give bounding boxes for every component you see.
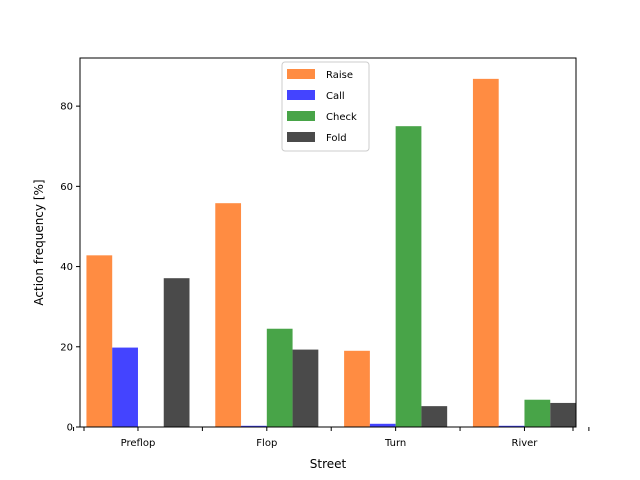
y-axis: 0 20 40 60 80 [60,102,80,434]
x-tick-label: Turn [384,438,406,449]
bar-check-flop [266,328,293,427]
x-tick-label: Flop [256,438,277,449]
bar-raise-preflop [86,255,113,427]
x-tick-label: River [512,438,539,449]
bar-fold-preflop [163,278,190,427]
legend-swatch [287,90,315,100]
legend-label: Fold [326,133,347,144]
legend-swatch [287,69,315,79]
bar-raise-turn [344,350,370,427]
plot-frame [79,57,577,428]
bar-fold-flop [292,349,319,427]
bars-group [86,78,576,428]
x-axis-title: Street [310,457,347,471]
bar-fold-river [550,402,576,427]
bar-call-preflop [112,347,138,427]
legend-label: Check [326,112,357,123]
x-axis: Preflop Flop Turn River [73,427,590,449]
legend-label: Call [326,91,345,102]
bar-raise-flop [215,203,242,427]
bar-call-turn [369,423,396,427]
y-tick-label: 20 [60,342,73,353]
y-axis-title: Action frequency [%] [32,179,46,305]
legend: Raise Call Check Fold [281,61,370,152]
legend-label: Raise [326,70,353,81]
bar-call-flop [241,425,267,427]
bar-check-turn [395,126,422,427]
legend-box [281,61,370,152]
bar-call-river [498,425,525,427]
bar-fold-turn [421,406,448,427]
legend-swatch [287,111,315,121]
y-tick-label: 0 [67,423,73,434]
y-tick-label: 60 [60,182,73,193]
x-tick-label: Preflop [121,438,156,449]
bar-check-river [524,399,551,427]
legend-swatch [287,132,315,142]
bar-raise-river [472,78,499,428]
y-tick-label: 80 [60,102,73,113]
y-tick-label: 40 [60,262,73,273]
